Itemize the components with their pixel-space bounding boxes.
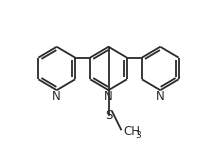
Text: CH: CH <box>123 125 141 138</box>
Text: N: N <box>52 90 61 103</box>
Text: 3: 3 <box>136 131 141 140</box>
Text: N: N <box>104 90 113 103</box>
Text: S: S <box>105 109 112 122</box>
Text: N: N <box>156 90 165 103</box>
